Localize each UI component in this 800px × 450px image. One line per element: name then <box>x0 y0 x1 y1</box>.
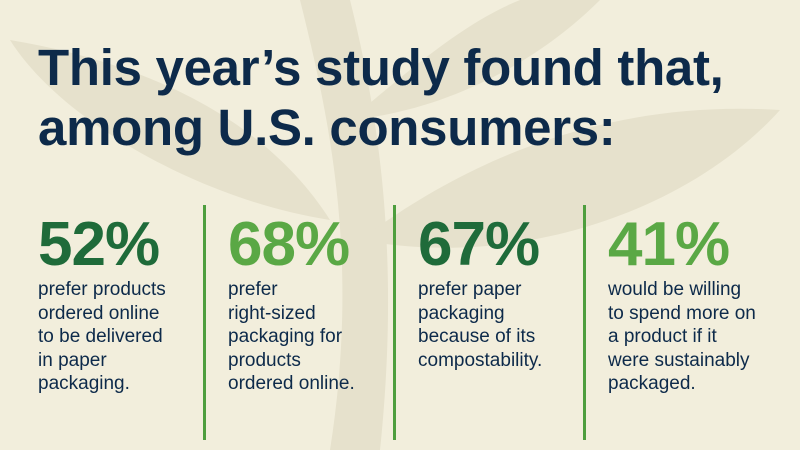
description-line: packaged. <box>608 373 696 394</box>
column-divider <box>203 205 206 440</box>
description-line: a product if it <box>608 326 717 347</box>
stat-value: 41% <box>608 210 730 279</box>
description-line: prefer paper <box>418 279 522 300</box>
description-line: products <box>228 349 301 371</box>
stat-column: 41% would be willing to spend more on a pro… <box>608 212 783 396</box>
description-line: prefer products <box>38 279 166 300</box>
column-divider <box>583 205 586 440</box>
stat-column: 52% prefer products ordered online to be de… <box>38 212 213 396</box>
description-line: would be willing <box>608 279 742 300</box>
description-line: packaging. <box>38 373 130 394</box>
stat-value: 68% <box>228 210 350 279</box>
stat-column: 67% prefer paper packaging because of its co… <box>418 212 593 372</box>
description-line: because of its <box>418 326 536 347</box>
stat-description: would be willing to spend more on a produc… <box>608 278 783 396</box>
description-line: prefer <box>228 279 278 300</box>
stat-description: prefer products ordered online to be deliv… <box>38 278 213 396</box>
description-line: were sustainably <box>608 349 750 371</box>
title-line: This year’s study found that, <box>38 39 724 96</box>
column-divider <box>393 205 396 440</box>
description-line: to be delivered <box>38 326 163 347</box>
description-line: packaging <box>418 302 505 324</box>
title-line: among U.S. consumers: <box>38 99 616 156</box>
stat-description: prefer right-sized packaging for products or… <box>228 278 403 396</box>
description-line: right-sized <box>228 302 316 324</box>
description-line: ordered online <box>38 302 160 324</box>
stat-value: 67% <box>418 210 540 279</box>
description-line: compostability. <box>418 349 543 371</box>
description-line: to spend more on <box>608 302 756 324</box>
description-line: packaging for <box>228 326 343 347</box>
stat-column: 68% prefer right-sized packaging for product… <box>228 212 403 396</box>
description-line: ordered online. <box>228 373 355 394</box>
stat-description: prefer paper packaging because of its compo… <box>418 278 593 372</box>
description-line: in paper <box>38 349 107 371</box>
stat-value: 52% <box>38 210 160 279</box>
